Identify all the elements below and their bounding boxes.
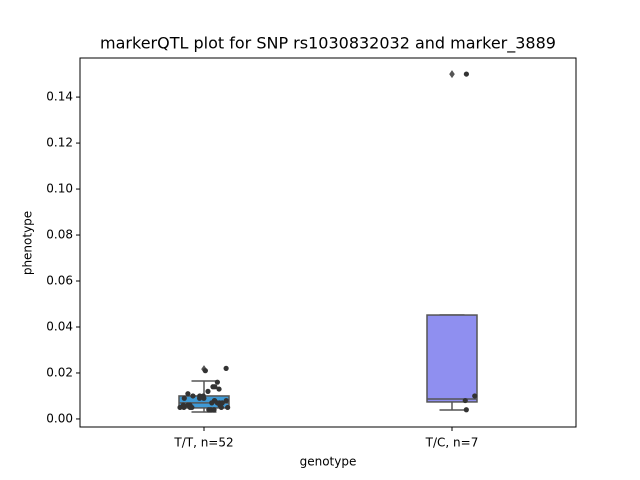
strip-point bbox=[201, 395, 207, 401]
strip-point bbox=[177, 404, 183, 411]
strip-point bbox=[223, 365, 229, 371]
strip-point bbox=[196, 395, 203, 401]
y-axis-label: phenotype bbox=[21, 211, 35, 275]
strip-point bbox=[190, 393, 196, 399]
strip-point bbox=[211, 407, 217, 413]
y-tick-label: 0.04 bbox=[46, 319, 73, 333]
y-tick-label: 0.10 bbox=[46, 182, 73, 196]
chart-title: markerQTL plot for SNP rs1030832032 and … bbox=[100, 34, 556, 54]
strip-point bbox=[218, 404, 224, 411]
strip-point bbox=[463, 407, 469, 413]
x-tick-label: T/C, n=7 bbox=[425, 436, 479, 450]
strip-point bbox=[181, 404, 187, 411]
y-tick-label: 0.00 bbox=[46, 411, 73, 425]
plot-frame bbox=[79, 57, 577, 428]
strip-point bbox=[212, 384, 218, 390]
strip-point bbox=[463, 71, 469, 77]
strip-point bbox=[205, 388, 211, 394]
x-tick-label: T/T, n=52 bbox=[173, 436, 233, 450]
strip-point bbox=[187, 404, 193, 411]
strip-point bbox=[216, 386, 222, 392]
strip-point bbox=[462, 397, 468, 404]
y-tick-label: 0.12 bbox=[46, 136, 73, 150]
strip-point bbox=[181, 395, 187, 401]
y-tick-label: 0.08 bbox=[46, 228, 73, 242]
strip-point bbox=[206, 407, 212, 413]
strip-point bbox=[472, 393, 478, 399]
y-tick-label: 0.14 bbox=[46, 90, 73, 104]
strip-point bbox=[223, 397, 229, 404]
box bbox=[426, 314, 478, 403]
y-tick-label: 0.02 bbox=[46, 365, 73, 379]
y-tick-label: 0.06 bbox=[46, 274, 73, 288]
strip-point bbox=[214, 379, 220, 385]
strip-point bbox=[202, 368, 208, 374]
strip-point bbox=[185, 391, 191, 397]
strip-point bbox=[225, 404, 231, 411]
outlier bbox=[449, 70, 455, 79]
x-axis-label: genotype bbox=[300, 455, 357, 469]
strip-point bbox=[209, 400, 215, 406]
